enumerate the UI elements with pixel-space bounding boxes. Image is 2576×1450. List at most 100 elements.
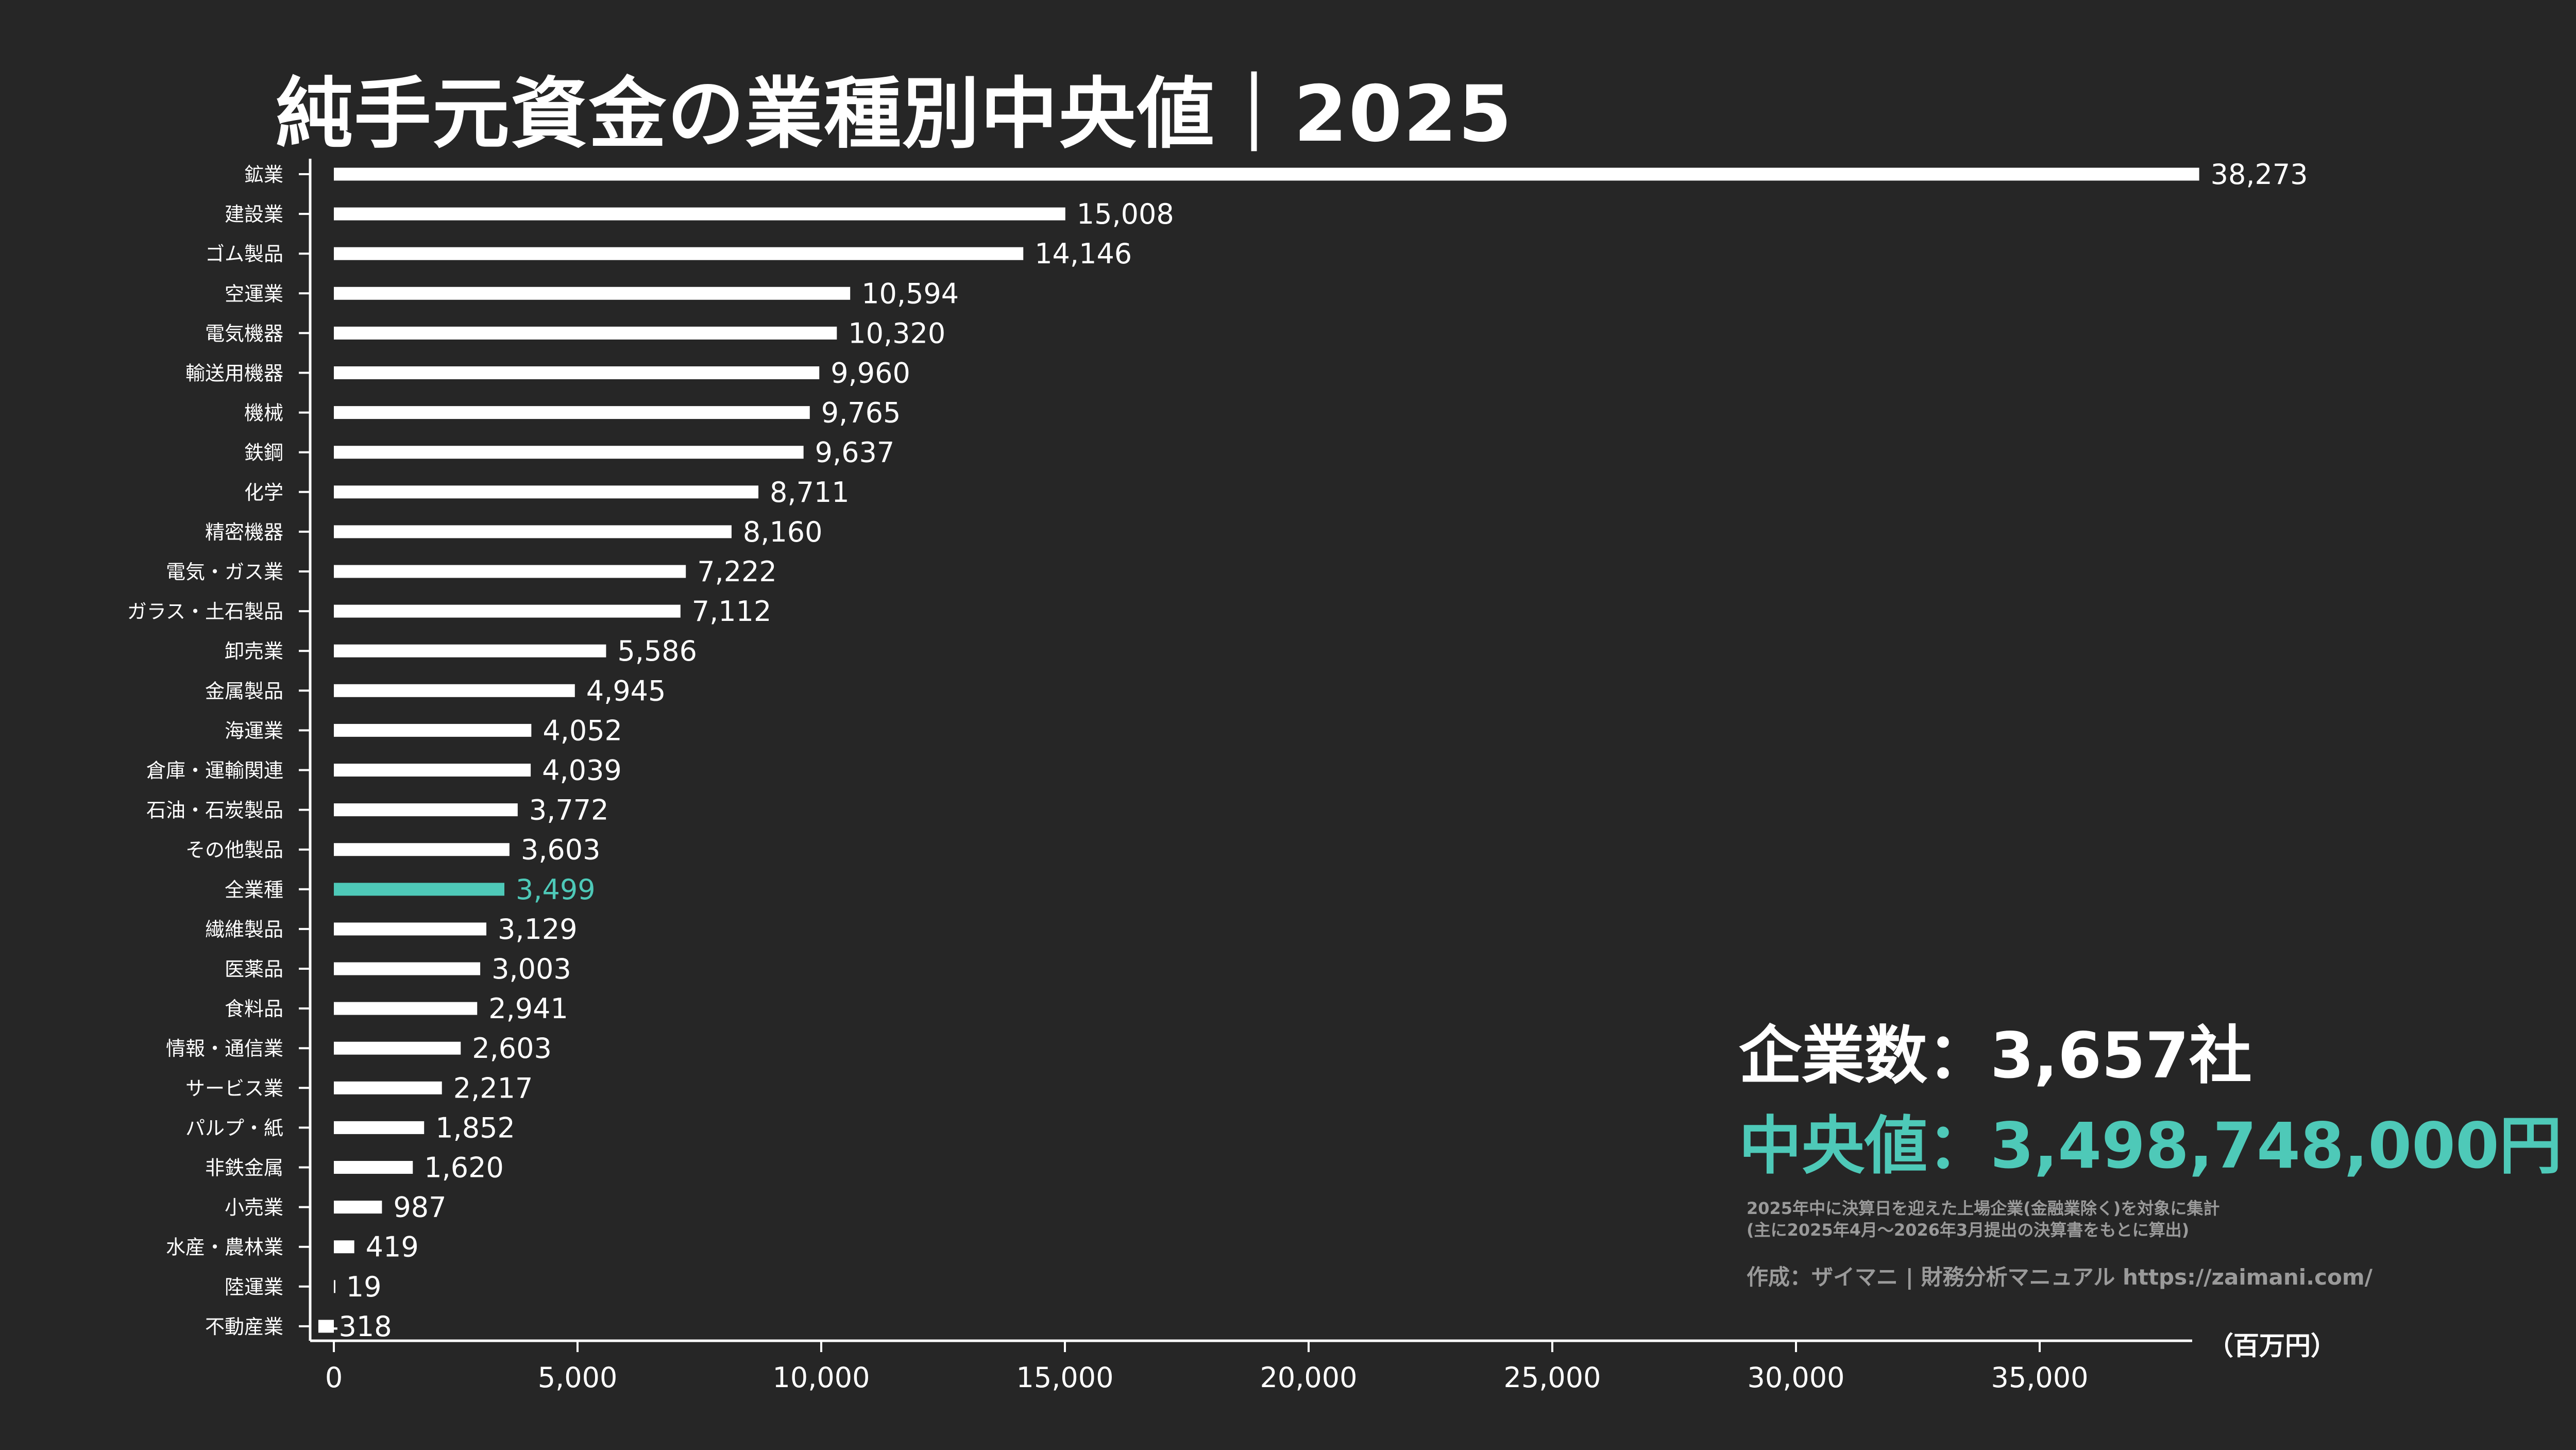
chart-axes xyxy=(299,159,2192,1342)
bar xyxy=(334,565,686,578)
bar xyxy=(334,286,851,300)
category-label: パルプ・紙 xyxy=(185,1117,283,1139)
credit-line: 作成：ザイマニ | 財務分析マニュアル https://zaimani.com/ xyxy=(1747,1264,2372,1290)
bar xyxy=(334,684,575,697)
value-label: 987 xyxy=(393,1191,446,1224)
value-label: 3,603 xyxy=(521,834,601,866)
category-label: 卸売業 xyxy=(225,640,283,663)
category-label: 全業種 xyxy=(225,879,283,901)
bar xyxy=(334,326,837,340)
value-label: 3,129 xyxy=(498,913,578,946)
value-label: -318 xyxy=(329,1310,392,1343)
category-label: 建設業 xyxy=(225,203,283,226)
value-label: 14,146 xyxy=(1035,238,1132,270)
category-label: 化学 xyxy=(244,481,283,504)
value-label: 4,945 xyxy=(586,675,666,707)
category-label: 鉱業 xyxy=(244,163,283,186)
category-label: 金属製品 xyxy=(205,680,283,702)
value-label: 4,039 xyxy=(542,754,622,787)
category-label: 不動産業 xyxy=(205,1316,283,1338)
value-label: 3,499 xyxy=(516,873,596,906)
category-label: 海運業 xyxy=(225,719,283,742)
bar xyxy=(334,764,531,777)
category-label: 精密機器 xyxy=(205,521,283,544)
x-tick-label: 15,000 xyxy=(1016,1361,1114,1394)
category-labels: 鉱業建設業ゴム製品空運業電気機器輸送用機器機械鉄鋼化学精密機器電気・ガス業ガラス… xyxy=(127,163,283,1338)
note-line-1: 2025年中に決算日を迎えた上場企業(金融業除く)を対象に集計 xyxy=(1747,1199,2220,1218)
bar xyxy=(334,1002,478,1015)
category-label: 鉄鋼 xyxy=(244,442,283,464)
value-label: 15,008 xyxy=(1077,198,1174,230)
bar xyxy=(334,167,2199,181)
bar xyxy=(334,366,820,379)
bar xyxy=(334,1161,413,1174)
bar xyxy=(334,1081,442,1094)
value-label: 9,637 xyxy=(815,436,895,469)
category-label: 陸運業 xyxy=(225,1276,283,1299)
value-label: 7,222 xyxy=(697,555,777,588)
category-label: 非鉄金属 xyxy=(205,1157,283,1179)
category-label: 輸送用機器 xyxy=(185,362,283,385)
unit-label: （百万円） xyxy=(2208,1331,2336,1361)
category-label: 小売業 xyxy=(225,1196,283,1219)
chart-bars xyxy=(318,167,2199,1333)
value-label: 7,112 xyxy=(692,595,772,628)
value-label: 4,052 xyxy=(543,714,622,747)
value-label: 5,586 xyxy=(617,635,697,667)
category-label: ガラス・土石製品 xyxy=(127,600,283,623)
bar xyxy=(334,1280,335,1293)
category-label: ゴム製品 xyxy=(205,243,283,265)
value-label: 8,711 xyxy=(770,476,850,509)
x-tick-label: 5,000 xyxy=(538,1361,618,1394)
bar xyxy=(334,525,732,538)
category-label: 繊維製品 xyxy=(205,918,283,941)
bar xyxy=(334,723,532,737)
x-tick-label: 30,000 xyxy=(1748,1361,1845,1394)
value-label: 2,603 xyxy=(472,1032,552,1065)
value-label: 9,765 xyxy=(821,397,901,429)
bar xyxy=(334,604,681,618)
value-label: 19 xyxy=(346,1271,382,1303)
category-label: 水産・農林業 xyxy=(166,1236,283,1259)
value-label: 2,941 xyxy=(488,992,568,1025)
value-label: 2,217 xyxy=(453,1072,533,1104)
category-label: 電気機器 xyxy=(205,322,283,345)
bar xyxy=(334,485,759,499)
bar xyxy=(334,883,505,896)
value-label: 419 xyxy=(366,1231,419,1263)
x-axis-ticks: 0 5,000 10,000 15,000 20,000 25,000 30,000 35,0… xyxy=(325,1341,2088,1394)
category-label: 石油・石炭製品 xyxy=(146,799,283,822)
bar xyxy=(334,843,510,856)
value-label: 8,160 xyxy=(743,516,823,548)
bar xyxy=(334,446,804,459)
median-value: 中央値：3,498,748,000円 xyxy=(1739,1109,2562,1183)
category-label: その他製品 xyxy=(185,839,283,862)
bar xyxy=(334,406,810,419)
category-label: 食料品 xyxy=(225,998,283,1020)
category-label: 情報・通信業 xyxy=(166,1037,283,1060)
value-label: 10,594 xyxy=(861,277,959,310)
bar xyxy=(334,962,481,975)
value-label: 1,620 xyxy=(424,1152,504,1184)
bar xyxy=(334,644,606,657)
x-tick-label: 25,000 xyxy=(1504,1361,1601,1394)
category-label: 電気・ガス業 xyxy=(166,561,283,583)
bar xyxy=(334,1041,461,1055)
value-label: 3,772 xyxy=(529,794,609,827)
bar xyxy=(334,207,1065,221)
category-label: 機械 xyxy=(244,402,283,425)
category-label: 空運業 xyxy=(225,282,283,305)
bar xyxy=(334,1201,382,1214)
value-label: 38,273 xyxy=(2211,158,2308,191)
category-label: サービス業 xyxy=(185,1077,283,1100)
value-label: 3,003 xyxy=(492,953,571,985)
category-label: 倉庫・運輸関連 xyxy=(146,760,283,782)
value-label: 1,852 xyxy=(435,1111,515,1144)
chart-title: 純手元資金の業種別中央値｜2025 xyxy=(276,70,1513,159)
bar xyxy=(334,922,487,936)
value-label: 10,320 xyxy=(848,317,945,349)
value-labels: 38,273 15,008 14,146 10,594 10,320 9,960 9,765… xyxy=(329,158,2308,1343)
bar xyxy=(334,1240,354,1254)
company-count: 企業数：3,657社 xyxy=(1739,1019,2252,1092)
